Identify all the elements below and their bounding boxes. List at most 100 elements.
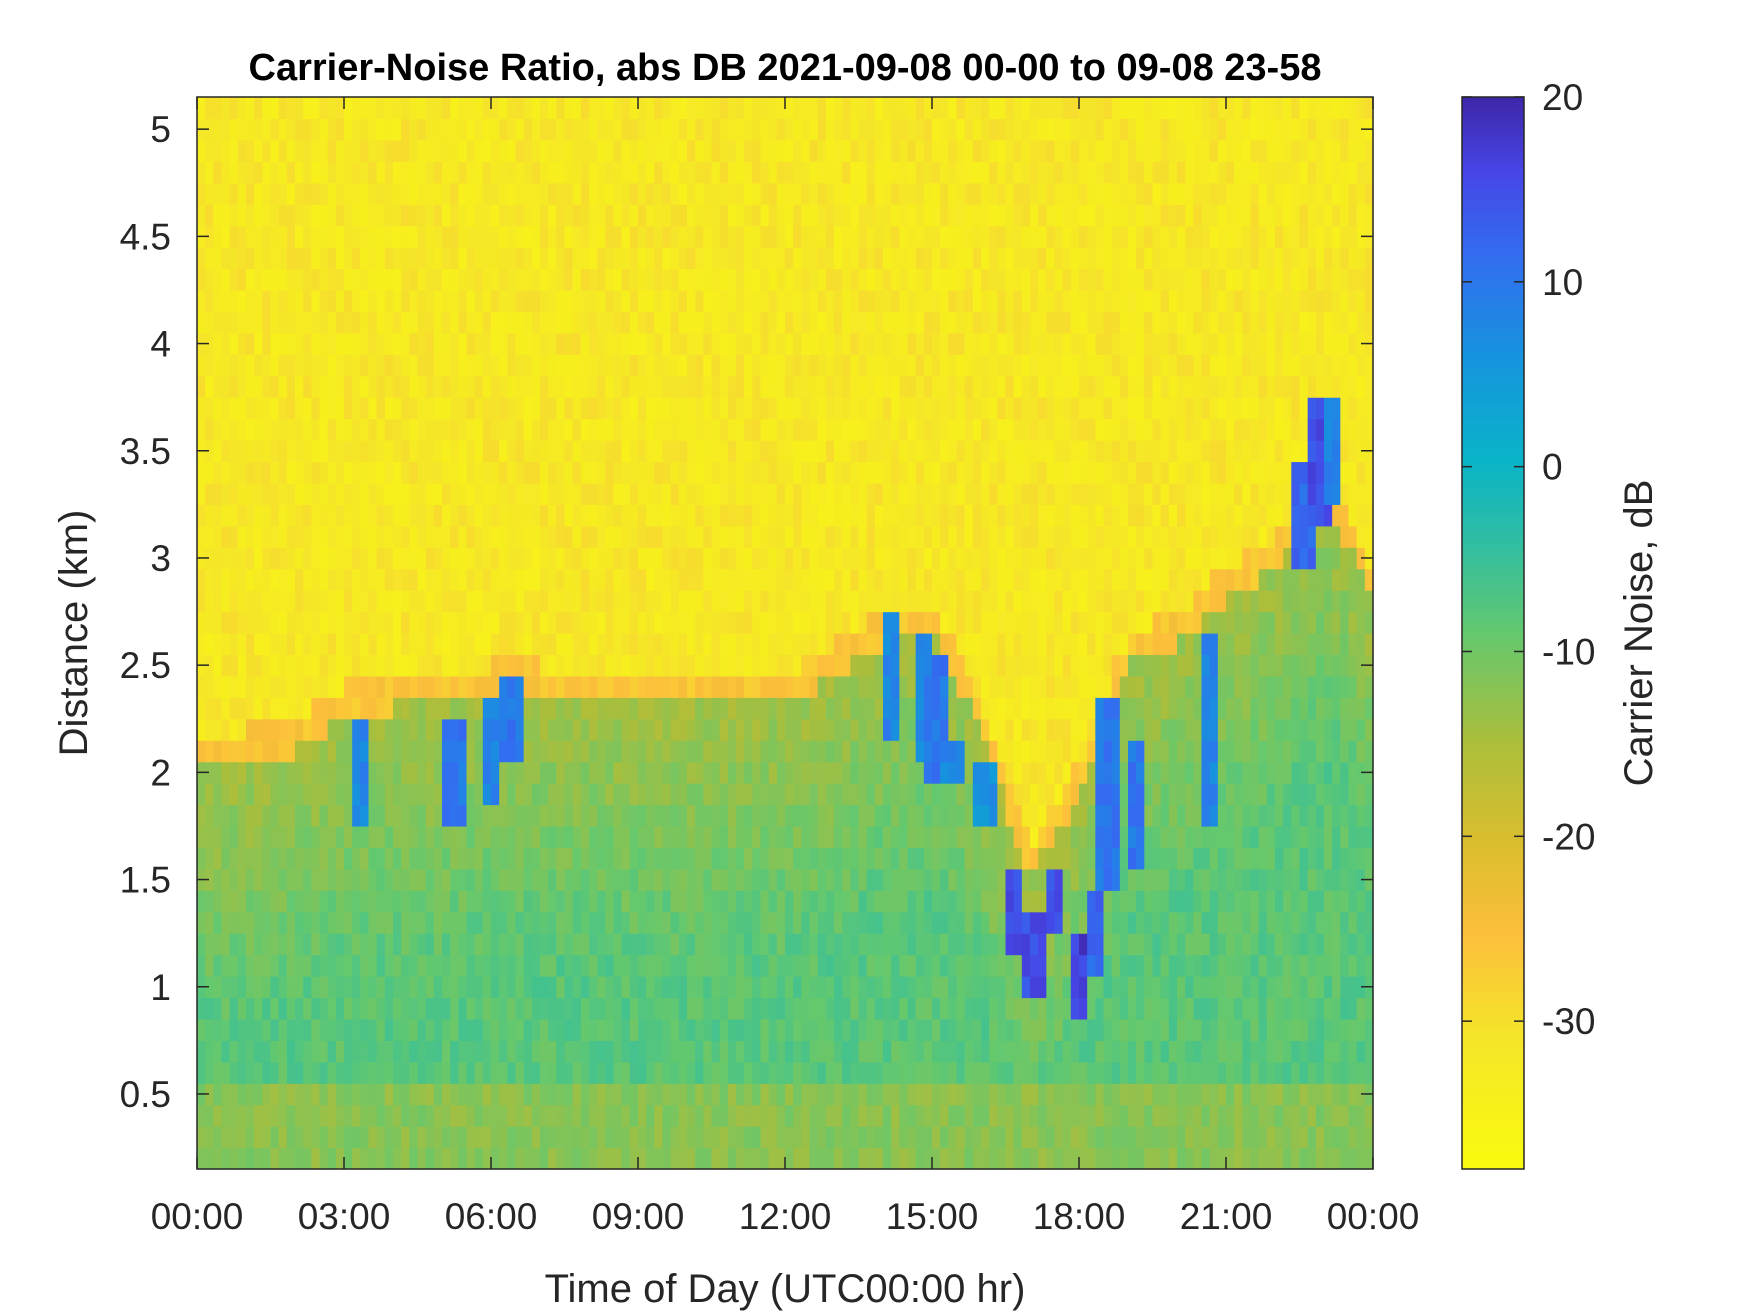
heatmap-cell [678,1018,688,1041]
heatmap-cell [646,633,655,656]
heatmap-cell [801,139,811,162]
heatmap-cell [678,204,688,227]
heatmap-cell [311,697,321,720]
heatmap-cell [809,718,819,741]
heatmap-cell [597,633,606,656]
heatmap-cell [564,139,574,162]
heatmap-cell [646,1083,655,1106]
heatmap-cell [197,461,206,484]
heatmap-cell [744,697,753,720]
heatmap-cell [360,504,370,527]
heatmap-cell [286,804,296,827]
heatmap-cell [678,547,688,570]
heatmap-cell [523,268,533,291]
heatmap-cell [613,354,623,377]
heatmap-cell [368,933,378,956]
heatmap-cell [948,868,958,891]
heatmap-cell [376,847,386,870]
heatmap-cell [401,97,410,120]
heatmap-cell [687,633,696,656]
heatmap-cell [425,525,435,548]
heatmap-cell [589,225,598,248]
heatmap-cell [597,1083,606,1106]
heatmap-cell [834,718,843,741]
heatmap-cell [523,611,533,634]
heatmap-cell [874,654,884,677]
heatmap-cell [433,268,443,291]
heatmap-cell [719,547,729,570]
heatmap-cell [866,225,876,248]
heatmap-cell [695,547,704,570]
heatmap-cell [997,740,1007,763]
heatmap-cell [662,697,672,720]
heatmap-cell [425,868,435,891]
heatmap-cell [262,247,272,270]
heatmap-cell [793,890,802,913]
heatmap-cell [964,482,974,505]
heatmap-cell [458,933,468,956]
heatmap-cell [344,161,353,184]
heatmap-cell [809,911,819,934]
heatmap-cell [417,118,427,141]
heatmap-cell [744,868,753,891]
heatmap-cell [866,997,876,1020]
heatmap-cell [262,740,272,763]
heatmap-cell [197,933,206,956]
heatmap-cell [368,247,378,270]
heatmap-cell [237,933,247,956]
heatmap-cell [523,1104,533,1127]
heatmap-cell [654,225,664,248]
heatmap-cell [817,1147,827,1170]
heatmap-cell [964,933,974,956]
heatmap-cell [580,783,590,806]
heatmap-cell [703,418,713,441]
heatmap-cell [401,911,410,934]
heatmap-cell [850,954,860,977]
heatmap-cell [458,97,468,120]
heatmap-cell [221,890,231,913]
heatmap-cell [638,633,647,656]
heatmap-cell [295,933,304,956]
heatmap-cell [972,590,982,613]
heatmap-cell [515,397,525,420]
heatmap-cell [695,1147,704,1170]
heatmap-cell [727,1083,737,1106]
heatmap-cell [899,525,909,548]
heatmap-cell [295,418,304,441]
heatmap-cell [768,482,778,505]
heatmap-cell [899,204,909,227]
heatmap-cell [964,1018,974,1041]
heatmap-cell [972,118,982,141]
heatmap-cell [213,1061,223,1084]
heatmap-cell [491,204,500,227]
heatmap-cell [776,97,786,120]
heatmap-cell [442,911,451,934]
heatmap-cell [515,268,525,291]
heatmap-cell [344,182,353,205]
heatmap-cell [311,1147,321,1170]
heatmap-cell [229,418,239,441]
heatmap-cell [785,954,794,977]
heatmap-cell [923,590,933,613]
heatmap-cell [785,740,794,763]
heatmap-cell [866,547,876,570]
heatmap-cell [564,182,574,205]
heatmap-cell [1005,654,1015,677]
heatmap-cell [237,1083,247,1106]
heatmap-cell [793,568,802,591]
heatmap-cell [278,654,288,677]
heatmap-cell [801,804,811,827]
heatmap-cell [335,354,345,377]
heatmap-cell [646,933,655,956]
heatmap-cell [834,547,843,570]
heatmap-cell [270,933,280,956]
heatmap-cell [393,611,402,634]
heatmap-cell [793,311,802,334]
heatmap-cell [221,1147,231,1170]
heatmap-cell [376,354,386,377]
heatmap-cell [670,440,680,463]
heatmap-cell [499,1104,508,1127]
heatmap-cell [956,397,966,420]
heatmap-cell [948,547,958,570]
heatmap-cell [589,761,598,784]
